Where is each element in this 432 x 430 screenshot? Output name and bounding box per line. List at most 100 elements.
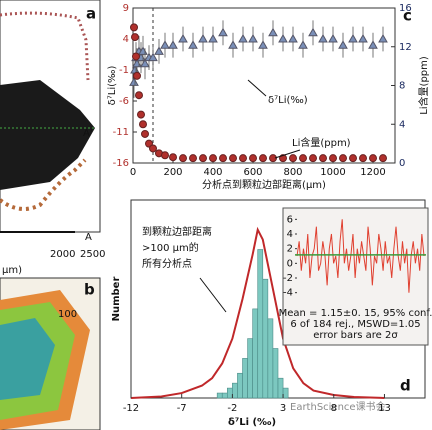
point (329, 154, 337, 163)
y2-axis-label: Li含量(ppm) (417, 56, 430, 115)
point (308, 27, 318, 37)
y-tick-label: -1 (119, 65, 129, 76)
bar (267, 318, 274, 399)
point (154, 46, 164, 55)
x-tick-label: 8 (331, 403, 337, 414)
point (168, 40, 178, 49)
point (288, 33, 298, 43)
tick-label: 2500 (80, 249, 105, 260)
y2-tick-label: 0 (399, 158, 405, 169)
point (161, 151, 169, 160)
bar (257, 249, 264, 399)
point (339, 154, 347, 163)
panel-a: a A' A 2000 2500 μm) (0, 0, 105, 276)
point (149, 144, 157, 153)
y2-tick-label: 8 (399, 81, 405, 92)
point (349, 154, 357, 163)
point (278, 33, 288, 43)
y2-tick-label: 4 (399, 119, 405, 130)
point-label: A' (83, 128, 93, 139)
bar (262, 278, 269, 399)
x-tick-label: 400 (203, 167, 222, 178)
y-tick-label: 4 (287, 229, 293, 240)
y-tick-label: -16 (113, 158, 129, 169)
x-tick-label: -12 (123, 403, 139, 414)
y-tick-label: 9 (123, 3, 129, 14)
inset-text: error bars are 2σ (313, 330, 398, 341)
map-zone (0, 318, 55, 400)
annotation-arrow (247, 79, 267, 97)
point (378, 33, 388, 43)
scale-label: 100 (58, 309, 77, 320)
point (160, 40, 170, 49)
point (130, 23, 138, 32)
point (135, 91, 143, 100)
y2-tick-label: 12 (399, 42, 412, 53)
panel-label: a (86, 5, 96, 23)
point (132, 52, 140, 61)
panel-label: c (403, 7, 412, 25)
annotation: δ⁷Li(‰) (268, 95, 308, 106)
point (228, 40, 238, 49)
point (319, 154, 327, 163)
point (348, 33, 358, 43)
annotation-arrow (199, 277, 227, 313)
point (131, 33, 139, 42)
point (359, 154, 367, 163)
x-tick-label: 200 (163, 167, 182, 178)
x-tick-label: 13 (378, 403, 391, 414)
x-tick-label: 600 (243, 167, 262, 178)
panel-label: b (84, 281, 95, 299)
point (258, 40, 268, 49)
point (129, 77, 139, 86)
y-tick-label: 0 (287, 258, 293, 269)
grain (0, 80, 95, 190)
axis-label: μm) (2, 265, 22, 276)
bar (216, 392, 223, 399)
bar (252, 308, 259, 399)
point (379, 154, 387, 163)
x-tick-label: 3 (280, 403, 286, 414)
inset-text: Mean = 1.15±0. 15, 95% conf. (279, 308, 432, 319)
fit-curve (130, 226, 385, 399)
point (328, 33, 338, 43)
plot-frame (132, 7, 396, 164)
point (199, 154, 207, 163)
point (338, 40, 348, 49)
x-tick-label: 0 (130, 167, 136, 178)
point (238, 33, 248, 43)
annotation: 到颗粒边部距离 (142, 225, 212, 238)
point (358, 33, 368, 43)
x-axis-label: 分析点到颗粒边部距离(μm) (202, 178, 326, 191)
y-tick-label: -4 (283, 288, 293, 299)
x-tick-label: -7 (177, 403, 187, 414)
bar (247, 338, 253, 399)
y2-tick-label: 16 (399, 3, 412, 14)
point (239, 154, 247, 163)
bar (242, 358, 248, 399)
profile-points (0, 11, 90, 81)
y-axis-label: δ⁷Li(‰) (107, 66, 118, 106)
annotation: >100 μm的 (142, 241, 199, 254)
point (309, 154, 317, 163)
point (318, 33, 328, 43)
point (268, 27, 278, 37)
point (289, 154, 297, 163)
point (169, 153, 177, 162)
series-line (296, 219, 425, 293)
point (137, 110, 145, 119)
bar (272, 348, 279, 399)
point (133, 71, 141, 80)
bar (277, 377, 284, 399)
x-tick-label: 1000 (320, 167, 345, 178)
panel-label: d (400, 377, 411, 395)
y-tick-label: 4 (123, 34, 129, 45)
panel-b: b 100 (0, 277, 101, 430)
point (208, 33, 218, 43)
profile-points (0, 158, 87, 211)
x-tick-label: 800 (283, 167, 302, 178)
y-axis-label: Number (111, 277, 122, 322)
point (368, 40, 378, 49)
point (188, 40, 198, 49)
point (249, 154, 257, 163)
